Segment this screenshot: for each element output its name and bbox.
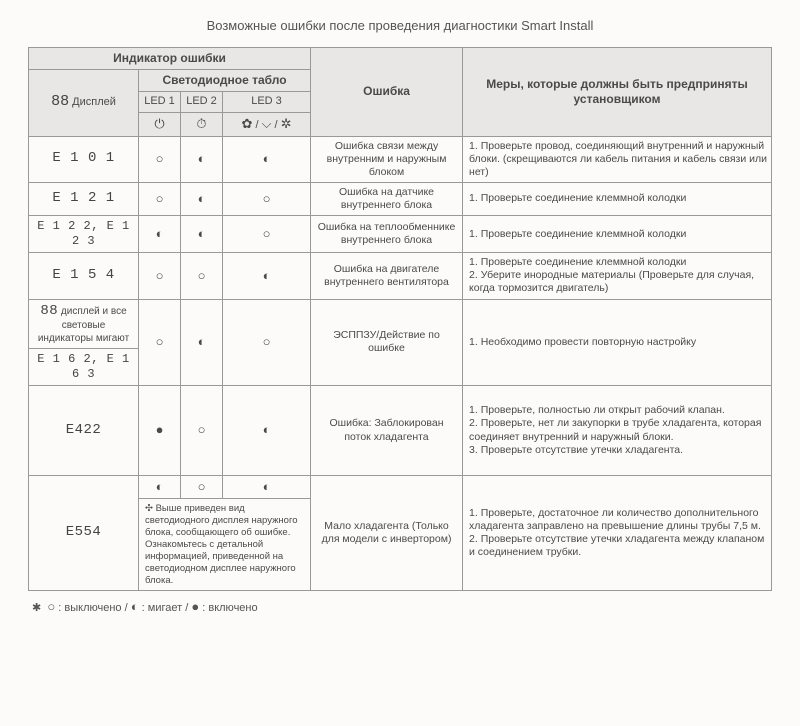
error-desc: Ошибка на датчике внутреннего блока xyxy=(311,182,463,215)
led-state: ◐ xyxy=(223,136,311,182)
legend-marker: ✱ xyxy=(32,602,41,614)
led-state: ◐ xyxy=(223,476,311,499)
error-code: E 1 2 1 xyxy=(52,190,114,206)
display-label: Дисплей xyxy=(72,96,116,108)
error-code: E554 xyxy=(66,524,102,540)
error-code-multi-a: 88 дисплей и все световые индикаторы миг… xyxy=(29,299,139,349)
error-table: Индикатор ошибки Ошибка Меры, которые до… xyxy=(28,47,772,591)
table-row: 88 дисплей и все световые индикаторы миг… xyxy=(29,299,772,349)
led-state: ○ xyxy=(223,182,311,215)
error-desc: Мало хладагента (Только для модели с инв… xyxy=(311,476,463,591)
hdr-led1: LED 1 xyxy=(139,92,181,113)
error-desc: Ошибка: Заблокирован поток хладагента xyxy=(311,386,463,476)
error-action: 1. Проверьте соединение клеммной колодки xyxy=(463,182,772,215)
led-state: ◐ xyxy=(181,216,223,253)
led-state: ◐ xyxy=(139,216,181,253)
led-state: ◐ xyxy=(181,182,223,215)
hdr-actions: Меры, которые должны быть предприняты ус… xyxy=(463,48,772,137)
page-title: Возможные ошибки после проведения диагно… xyxy=(28,18,772,33)
led-state: ○ xyxy=(139,299,181,386)
table-row: E554 ◐ ○ ◐ Мало хладагента (Только для м… xyxy=(29,476,772,499)
error-action: 1. Проверьте соединение клеммной колодки… xyxy=(463,253,772,299)
error-desc: Ошибка связи между внутренним и наружным… xyxy=(311,136,463,182)
error-action: 1. Проверьте, достаточное ли количество … xyxy=(463,476,772,591)
error-action: 1. Проверьте провод, соединяющий внутрен… xyxy=(463,136,772,182)
table-row: E 1 2 2, E 1 2 3 ◐ ◐ ○ Ошибка на теплооб… xyxy=(29,216,772,253)
error-code: E422 xyxy=(66,422,102,438)
legend-on-text: : включено xyxy=(202,602,257,614)
led-state: ◐ xyxy=(139,476,181,499)
led-state: ○ xyxy=(223,299,311,386)
legend-blink-text: : мигает / xyxy=(142,602,189,614)
error-action: 1. Необходимо провести повторную настрой… xyxy=(463,299,772,386)
table-row: E 1 0 1 ○ ◐ ◐ Ошибка связи между внутрен… xyxy=(29,136,772,182)
timer-icon: ⏱ xyxy=(181,112,223,136)
led-state: ○ xyxy=(181,386,223,476)
led3-icons: ✿ / ⌵ / ✲ xyxy=(223,112,311,136)
legend-off-icon: ○ xyxy=(47,599,55,614)
error-code: E 1 5 4 xyxy=(52,267,114,283)
table-row: E 1 5 4 ○ ○ ◐ Ошибка на двигателе внутре… xyxy=(29,253,772,299)
error-code-multi-b: E 1 6 2, E 1 6 3 xyxy=(37,352,129,381)
led-state: ○ xyxy=(223,216,311,253)
error-desc: Ошибка на двигателе внутреннего вентилят… xyxy=(311,253,463,299)
legend: ✱ ○ : выключено / ◐ : мигает / ● : включ… xyxy=(28,599,772,614)
hdr-error: Ошибка xyxy=(311,48,463,137)
error-desc: ЭСППЗУ/Действие по ошибке xyxy=(311,299,463,386)
led-state: ○ xyxy=(139,253,181,299)
error-action: 1. Проверьте, полностью ли открыт рабочи… xyxy=(463,386,772,476)
led-note: ✣ Выше приведен вид светодиодного диспле… xyxy=(139,499,311,591)
display-88: 88 xyxy=(51,93,69,110)
hdr-led3: LED 3 xyxy=(223,92,311,113)
led-state: ○ xyxy=(139,136,181,182)
error-code: E 1 0 1 xyxy=(52,150,114,166)
led-state: ◐ xyxy=(223,253,311,299)
error-action: 1. Проверьте соединение клеммной колодки xyxy=(463,216,772,253)
led-state: ◐ xyxy=(181,299,223,386)
table-row: E422 ● ○ ◐ Ошибка: Заблокирован поток хл… xyxy=(29,386,772,476)
led-state: ○ xyxy=(181,253,223,299)
hdr-indicator: Индикатор ошибки xyxy=(29,48,311,70)
hdr-ledpanel: Светодиодное табло xyxy=(139,70,311,92)
power-icon: ⏻ xyxy=(139,112,181,136)
table-row: E 1 2 1 ○ ◐ ○ Ошибка на датчике внутренн… xyxy=(29,182,772,215)
error-code: E 1 2 2, E 1 2 3 xyxy=(37,219,129,248)
led-state: ○ xyxy=(181,476,223,499)
legend-on-icon: ● xyxy=(191,599,199,614)
led-state: ◐ xyxy=(181,136,223,182)
legend-blink-icon: ◐ xyxy=(131,599,139,614)
hdr-display: 88 Дисплей xyxy=(29,70,139,137)
hdr-led2: LED 2 xyxy=(181,92,223,113)
led-state: ○ xyxy=(139,182,181,215)
led-state: ◐ xyxy=(223,386,311,476)
led-state: ● xyxy=(139,386,181,476)
legend-off-text: : выключено / xyxy=(58,602,127,614)
error-desc: Ошибка на теплообменнике внутреннего бло… xyxy=(311,216,463,253)
